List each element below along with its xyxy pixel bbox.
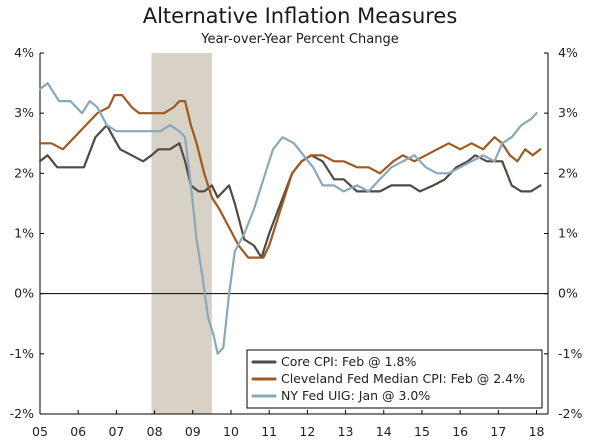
y-tick-label-left: -2%: [10, 406, 34, 421]
recession-shading: [151, 53, 212, 414]
y-tick-label-left: 1%: [14, 226, 34, 241]
x-tick-label: 13: [338, 424, 354, 439]
x-tick-label: 06: [70, 424, 86, 439]
x-tick-label: 18: [529, 424, 545, 439]
y-tick-label-right: 1%: [558, 226, 578, 241]
x-tick-label: 09: [185, 424, 201, 439]
y-tick-label-left: 0%: [14, 286, 34, 301]
y-tick-label-left: 2%: [14, 165, 34, 180]
y-tick-label-right: 2%: [558, 165, 578, 180]
y-tick-label-right: 4%: [558, 45, 578, 60]
y-tick-label-left: 4%: [14, 45, 34, 60]
x-tick-label: 08: [147, 424, 163, 439]
y-tick-label-right: 3%: [558, 105, 578, 120]
series-line-2: [38, 93, 542, 259]
y-tick-label-left: 3%: [14, 105, 34, 120]
legend-label-3: NY Fed UIG: Jan @ 3.0%: [281, 388, 430, 403]
series-line-1: [38, 124, 542, 259]
x-tick-label: 10: [223, 424, 239, 439]
y-tick-label-right: 0%: [558, 286, 578, 301]
series-line-3: [38, 81, 538, 355]
legend-label-1: Core CPI: Feb @ 1.8%: [281, 354, 416, 369]
x-tick-label: 15: [414, 424, 430, 439]
y-tick-label-right: -2%: [558, 406, 582, 421]
x-tick-label: 05: [32, 424, 48, 439]
x-tick-label: 07: [108, 424, 124, 439]
chart-subtitle: Year-over-Year Percent Change: [201, 32, 399, 47]
x-tick-label: 14: [376, 424, 392, 439]
y-tick-label-left: -1%: [10, 346, 34, 361]
legend-box: [246, 349, 543, 409]
x-tick-label: 12: [299, 424, 315, 439]
x-tick-label: 17: [490, 424, 506, 439]
x-tick-label: 16: [452, 424, 468, 439]
x-tick-label: 11: [261, 424, 277, 439]
chart-title: Alternative Inflation Measures: [142, 4, 458, 28]
y-tick-label-right: -1%: [558, 346, 582, 361]
legend-label-2: Cleveland Fed Median CPI: Feb @ 2.4%: [281, 371, 525, 386]
